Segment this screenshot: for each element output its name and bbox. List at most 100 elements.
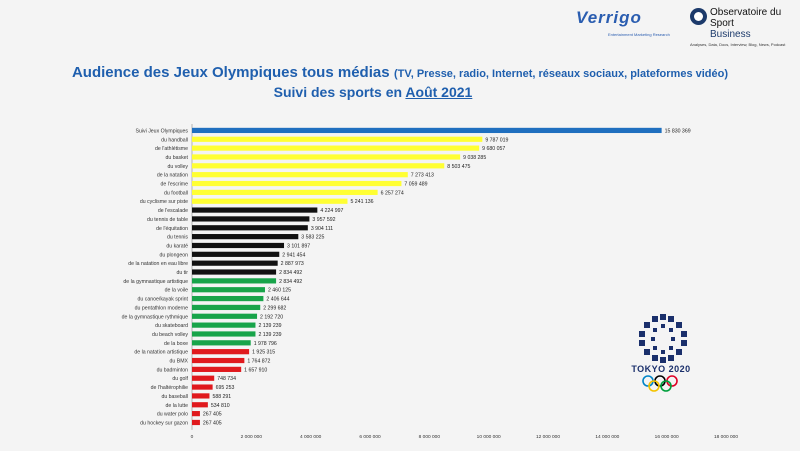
x-tick-label: 4 000 000 bbox=[300, 434, 322, 440]
category-label: de la natation bbox=[157, 173, 188, 179]
value-label: 267 405 bbox=[203, 412, 222, 418]
value-label: 267 405 bbox=[203, 420, 222, 426]
category-label: du basket bbox=[166, 155, 189, 161]
bar bbox=[192, 349, 250, 355]
category-label: du tennis de table bbox=[147, 217, 188, 223]
bar bbox=[192, 295, 264, 302]
value-label: 588 291 bbox=[212, 394, 231, 400]
category-label: de la gymnastique artistique bbox=[123, 279, 188, 285]
verrigo-logo: Verrigo Entertainment Marketing Research bbox=[572, 8, 684, 40]
bar bbox=[192, 411, 200, 417]
value-label: 2 139 239 bbox=[258, 332, 281, 338]
bar bbox=[192, 384, 213, 390]
tokyo-2020-logo: TOKYO 2020 bbox=[624, 312, 698, 396]
value-label: 2 192 720 bbox=[260, 314, 283, 320]
value-label: 1 657 910 bbox=[244, 367, 267, 373]
category-label: Suivi Jeux Olympiques bbox=[136, 128, 189, 134]
x-tick-label: 16 000 000 bbox=[655, 434, 679, 440]
category-label: de l'escalade bbox=[158, 208, 188, 214]
category-label: de la boxe bbox=[164, 341, 188, 347]
chart-title-main: Audience des Jeux Olympiques tous médias bbox=[71, 64, 390, 81]
value-label: 534 810 bbox=[211, 403, 230, 409]
bar bbox=[192, 340, 251, 346]
bar bbox=[192, 402, 208, 408]
bar bbox=[192, 216, 310, 222]
bar bbox=[192, 234, 299, 240]
bar bbox=[192, 375, 215, 381]
value-label: 1 764 872 bbox=[247, 359, 270, 365]
tokyo-emblem-icon bbox=[639, 314, 687, 392]
category-label: du water polo bbox=[157, 412, 188, 418]
value-label: 748 734 bbox=[217, 376, 236, 382]
verrigo-wordmark: Verrigo bbox=[576, 8, 642, 27]
value-label: 1 925 315 bbox=[252, 350, 275, 356]
bar bbox=[192, 304, 261, 311]
bar bbox=[192, 225, 308, 231]
value-label: 3 583 225 bbox=[301, 235, 324, 241]
bar bbox=[192, 331, 256, 337]
category-label: du beach volley bbox=[152, 332, 188, 338]
value-label: 6 257 274 bbox=[381, 190, 404, 196]
value-label: 2 460 125 bbox=[268, 288, 291, 294]
value-label: 8 503 475 bbox=[447, 164, 470, 170]
bar bbox=[192, 180, 402, 187]
category-label: du skateboard bbox=[155, 323, 188, 329]
bar bbox=[192, 313, 258, 319]
category-label: du hockey sur gazon bbox=[140, 420, 188, 426]
bar bbox=[192, 357, 245, 364]
value-label: 2 834 492 bbox=[279, 279, 302, 285]
value-label: 2 887 973 bbox=[281, 261, 304, 267]
verrigo-tagline: Entertainment Marketing Research bbox=[608, 32, 670, 37]
observatoire-line3: Business bbox=[710, 30, 751, 40]
subtitle-prefix: Suivi des sports en bbox=[273, 84, 403, 100]
value-label: 3 904 111 bbox=[311, 226, 333, 232]
observatoire-logo: Observatoire du Sport Business Analyses,… bbox=[690, 4, 798, 47]
category-label: du golf bbox=[172, 376, 188, 382]
category-label: de l'escrime bbox=[160, 182, 188, 188]
bar bbox=[192, 145, 480, 151]
value-label: 3 957 592 bbox=[312, 217, 335, 223]
x-tick-label: 6 000 000 bbox=[359, 434, 381, 440]
subtitle-date: Août 2021 bbox=[405, 84, 473, 100]
bar bbox=[192, 172, 408, 178]
x-tick-label: 18 000 000 bbox=[714, 434, 738, 440]
value-label: 695 253 bbox=[216, 385, 235, 391]
category-label: du volley bbox=[168, 164, 189, 170]
category-label: du football bbox=[164, 190, 188, 196]
category-label: du baseball bbox=[161, 394, 188, 400]
bar bbox=[192, 127, 662, 134]
category-label: du BMX bbox=[170, 359, 189, 365]
bar bbox=[192, 419, 200, 426]
value-label: 9 787 019 bbox=[485, 137, 508, 143]
value-label: 5 241 136 bbox=[350, 199, 373, 205]
bar bbox=[192, 189, 378, 195]
observatoire-emblem-icon bbox=[690, 8, 707, 25]
value-label: 2 941 454 bbox=[282, 252, 305, 258]
bar bbox=[192, 154, 461, 160]
bar bbox=[192, 136, 483, 142]
value-label: 2 299 682 bbox=[263, 305, 286, 311]
value-label: 7 273 413 bbox=[411, 173, 434, 179]
category-label: du tennis bbox=[167, 235, 188, 241]
value-label: 2 834 492 bbox=[279, 270, 302, 276]
category-label: de la lutte bbox=[166, 403, 189, 409]
observatoire-line2: Sport bbox=[710, 18, 734, 29]
observatoire-tagline: Analyses, Data, Docs, Interview, Blog, N… bbox=[690, 42, 786, 47]
category-label: du badminton bbox=[157, 367, 189, 373]
category-label: du karaté bbox=[166, 243, 188, 249]
value-label: 9 680 057 bbox=[482, 146, 505, 152]
value-label: 4 224 997 bbox=[320, 208, 343, 214]
chart-subtitle: Suivi des sports en Août 2021 bbox=[0, 84, 746, 100]
category-label: du plongeon bbox=[159, 252, 188, 258]
category-label: du handball bbox=[161, 137, 188, 143]
observatoire-line1: Observatoire du bbox=[710, 7, 782, 18]
bar bbox=[192, 260, 278, 266]
category-label: de la natation artistique bbox=[134, 350, 188, 356]
bar bbox=[192, 163, 445, 169]
value-label: 7 059 489 bbox=[404, 182, 427, 188]
category-label: du pentathlon moderne bbox=[135, 305, 188, 311]
x-tick-label: 0 bbox=[191, 434, 194, 440]
bar bbox=[192, 278, 277, 284]
